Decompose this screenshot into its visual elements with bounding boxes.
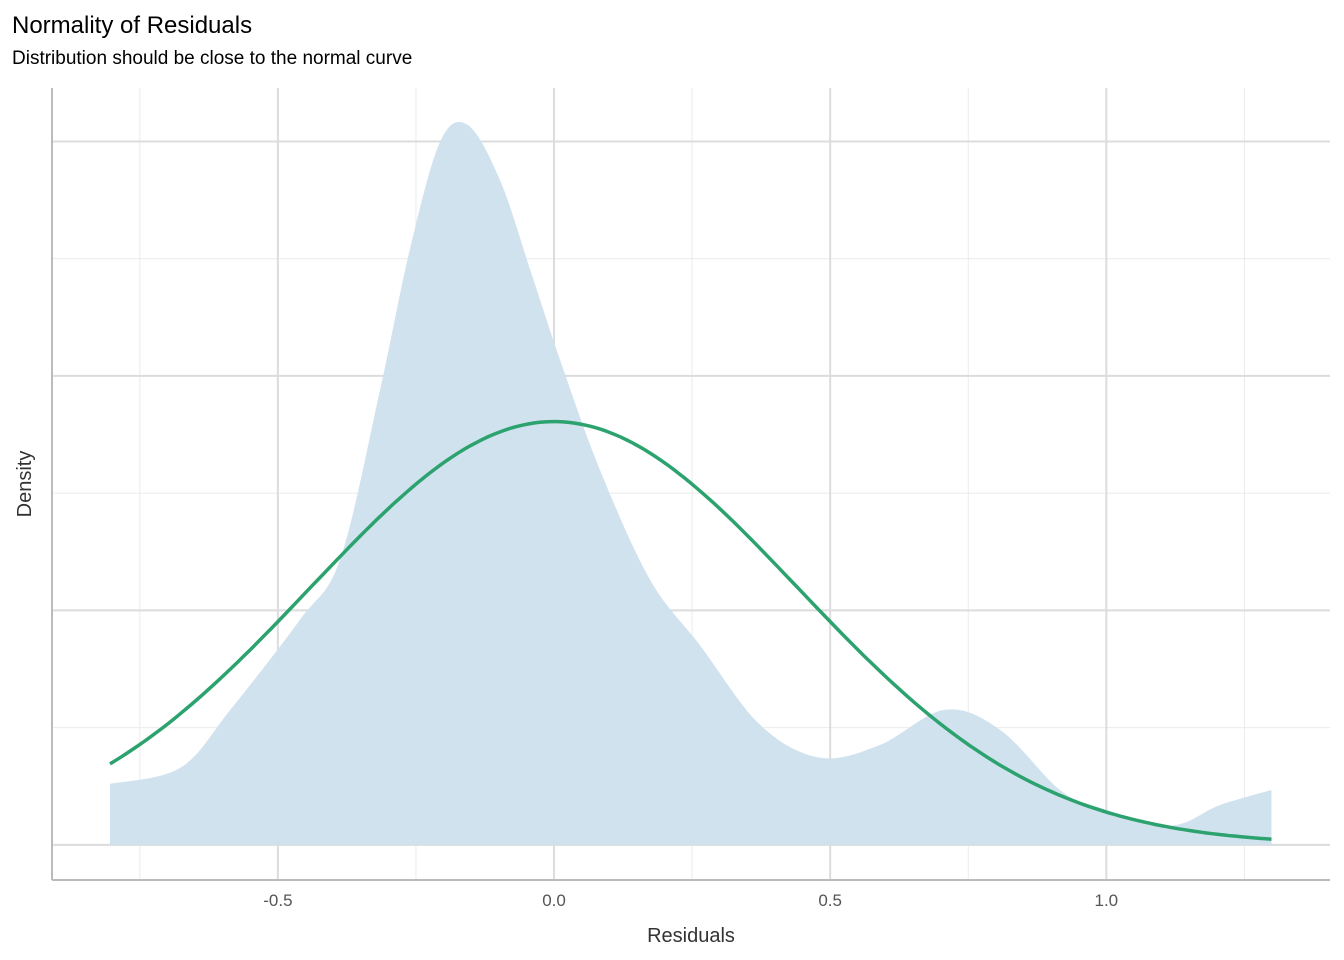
density-area xyxy=(109,121,1272,845)
y-axis-label: Density xyxy=(14,451,36,518)
x-tick-label: 0.5 xyxy=(818,891,842,910)
x-tick-label: -0.5 xyxy=(263,891,292,910)
chart-title: Normality of Residuals xyxy=(12,12,253,39)
x-axis-label: Residuals xyxy=(647,925,735,947)
x-tick-label: 1.0 xyxy=(1095,891,1119,910)
x-tick-labels: -0.5 0.0 0.5 1.0 xyxy=(263,891,1118,910)
chart-subtitle: Distribution should be close to the norm… xyxy=(12,48,413,69)
x-tick-label: 0.0 xyxy=(542,891,566,910)
normal-curve-line xyxy=(109,419,1272,841)
